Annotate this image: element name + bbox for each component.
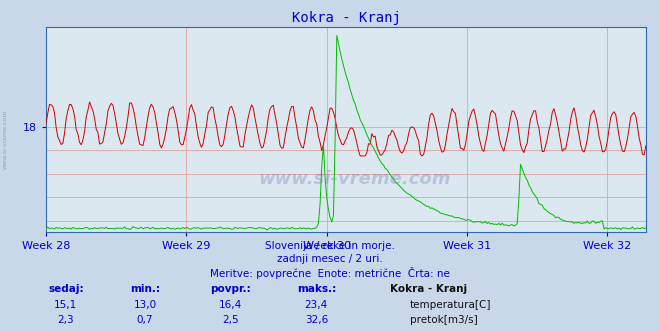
Text: 32,6: 32,6 bbox=[304, 315, 328, 325]
Text: 13,0: 13,0 bbox=[133, 300, 157, 310]
Text: 15,1: 15,1 bbox=[54, 300, 78, 310]
Text: 16,4: 16,4 bbox=[219, 300, 243, 310]
Text: Slovenija / reke in morje.: Slovenija / reke in morje. bbox=[264, 241, 395, 251]
Text: 23,4: 23,4 bbox=[304, 300, 328, 310]
Text: Meritve: povprečne  Enote: metrične  Črta: ne: Meritve: povprečne Enote: metrične Črta:… bbox=[210, 267, 449, 279]
Text: 0,7: 0,7 bbox=[136, 315, 154, 325]
Text: 2,3: 2,3 bbox=[57, 315, 74, 325]
Text: www.si-vreme.com: www.si-vreme.com bbox=[259, 170, 451, 189]
Text: sedaj:: sedaj: bbox=[48, 284, 84, 294]
Text: www.si-vreme.com: www.si-vreme.com bbox=[3, 110, 8, 169]
Text: Kokra - Kranj: Kokra - Kranj bbox=[389, 284, 467, 294]
Text: min.:: min.: bbox=[130, 284, 160, 294]
Text: povpr.:: povpr.: bbox=[210, 284, 251, 294]
Text: pretok[m3/s]: pretok[m3/s] bbox=[410, 315, 478, 325]
Text: temperatura[C]: temperatura[C] bbox=[410, 300, 492, 310]
Text: maks.:: maks.: bbox=[297, 284, 336, 294]
Title: Kokra - Kranj: Kokra - Kranj bbox=[291, 11, 401, 25]
Text: 2,5: 2,5 bbox=[222, 315, 239, 325]
Text: zadnji mesec / 2 uri.: zadnji mesec / 2 uri. bbox=[277, 254, 382, 264]
